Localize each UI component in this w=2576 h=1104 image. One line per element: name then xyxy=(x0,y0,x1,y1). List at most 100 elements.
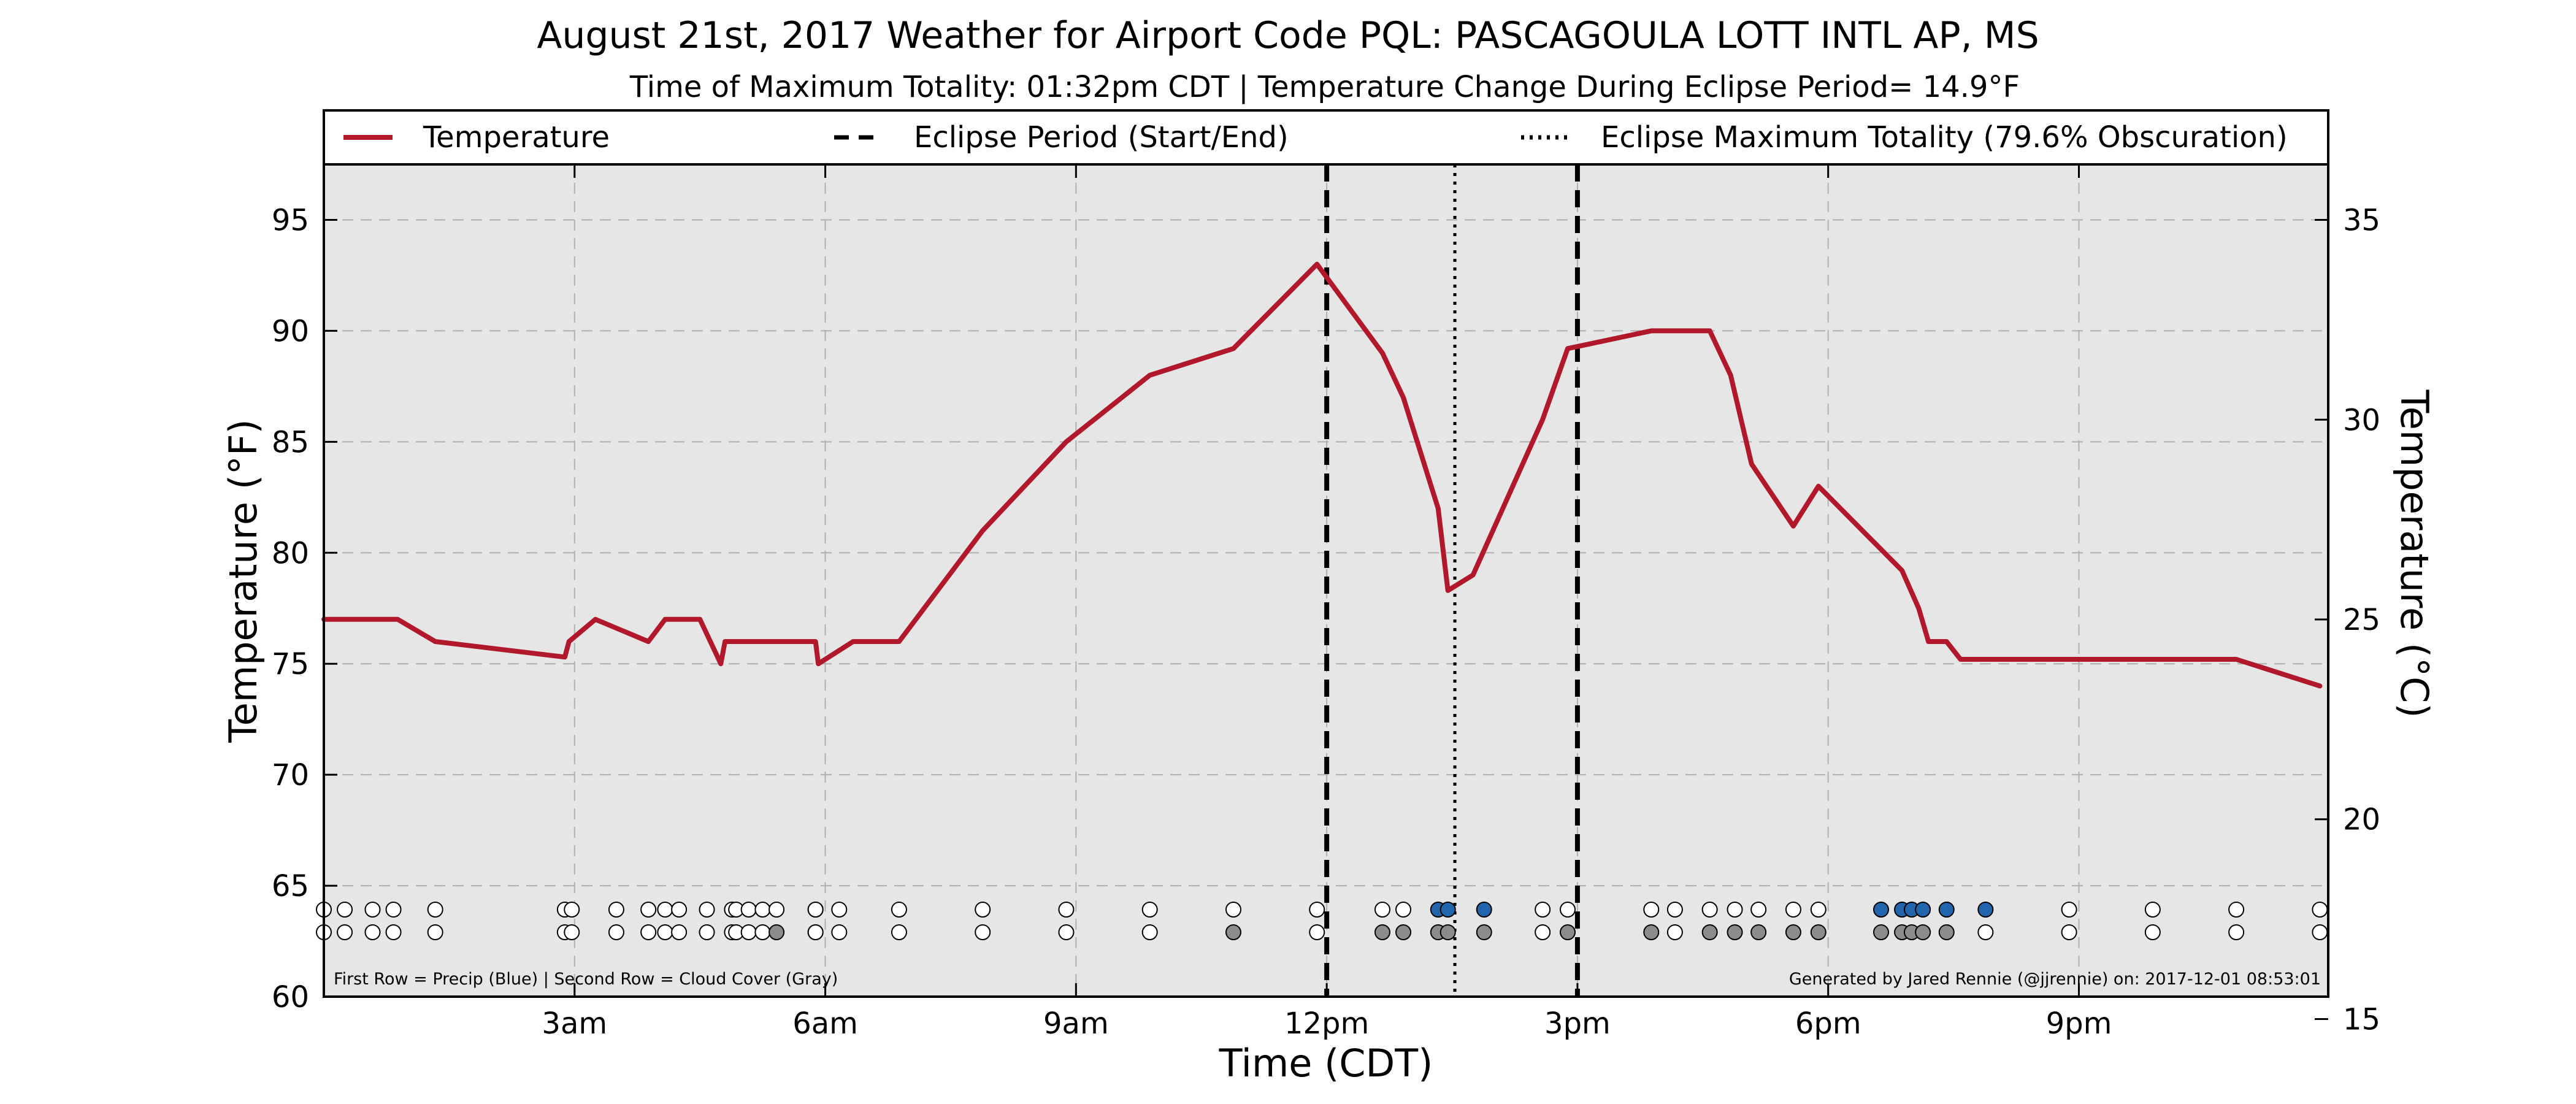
precip-marker xyxy=(1225,902,1241,918)
cloud-marker xyxy=(754,924,771,940)
precip-marker xyxy=(1395,902,1412,918)
precip-marker xyxy=(831,902,848,918)
precip-marker xyxy=(1666,902,1683,918)
precip-marker xyxy=(1701,902,1718,918)
cloud-marker xyxy=(2144,924,2161,940)
precip-marker xyxy=(1476,902,1492,918)
y-tick-label-right: 35 xyxy=(2343,204,2380,238)
legend-label: Eclipse Maximum Totality (79.6% Obscurat… xyxy=(1601,120,2288,155)
x-tick-label: 9pm xyxy=(2046,1006,2112,1041)
precip-marker xyxy=(1643,902,1660,918)
cloud-marker xyxy=(427,924,443,940)
precip-marker xyxy=(1309,902,1325,918)
legend-box xyxy=(323,109,2329,166)
y-axis-label: Temperature (°F) xyxy=(221,419,266,743)
y-tick-label: 75 xyxy=(272,647,309,681)
cloud-marker xyxy=(2228,924,2245,940)
y-tick-label: 65 xyxy=(272,869,309,903)
chart-title: August 21st, 2017 Weather for Airport Co… xyxy=(537,14,2039,57)
precip-marker xyxy=(699,902,715,918)
precip-marker xyxy=(1374,902,1390,918)
cloud-marker xyxy=(1439,924,1456,940)
eclipse-lines xyxy=(1324,164,1580,997)
cloud-marker xyxy=(364,924,381,940)
cloud-marker xyxy=(1750,924,1767,940)
cloud-marker xyxy=(699,924,715,940)
precip-marker xyxy=(2144,902,2161,918)
legend: Temperature Eclipse Period (Start/End) Ecl… xyxy=(323,109,2329,166)
cloud-marker xyxy=(657,924,673,940)
cloud-marker xyxy=(1915,924,1931,940)
precip-marker xyxy=(1785,902,1801,918)
cloud-marker xyxy=(1701,924,1718,940)
y-tick-label: 60 xyxy=(272,980,309,1014)
y-tick-label: 95 xyxy=(272,203,309,237)
cloud-marker xyxy=(1727,924,1743,940)
legend-label: Eclipse Period (Start/End) xyxy=(914,120,1289,155)
precip-marker xyxy=(2312,902,2328,918)
cloud-marker xyxy=(831,924,848,940)
precip-marker xyxy=(807,902,824,918)
precip-marker xyxy=(337,902,353,918)
x-tick-label: 6pm xyxy=(1795,1006,1861,1041)
cloud-marker xyxy=(1643,924,1660,940)
x-tick-label: 3pm xyxy=(1544,1006,1611,1041)
cloud-marker xyxy=(769,924,785,940)
precip-marker xyxy=(1977,902,1994,918)
cloud-marker xyxy=(2312,924,2328,940)
y-tick-label-right: 15 xyxy=(2343,1002,2380,1037)
cloud-marker xyxy=(1058,924,1075,940)
y-tick-label: 85 xyxy=(272,425,309,459)
cloud-marker xyxy=(564,924,580,940)
cloud-marker xyxy=(1141,924,1158,940)
precip-marker xyxy=(1727,902,1743,918)
y-tick-label: 80 xyxy=(272,536,309,570)
cloud-marker xyxy=(1938,924,1955,940)
precip-marker xyxy=(975,902,991,918)
cloud-marker xyxy=(640,924,657,940)
cloud-marker xyxy=(1666,924,1683,940)
footnote-right: Generated by Jared Rennie (@jjrennie) on… xyxy=(1789,970,2321,989)
precip-marker xyxy=(385,902,402,918)
x-axis-label: Time (CDT) xyxy=(1219,1041,1433,1086)
cloud-marker xyxy=(1225,924,1241,940)
cloud-marker xyxy=(1873,924,1890,940)
precip-marker xyxy=(1141,902,1158,918)
precip-marker xyxy=(1915,902,1931,918)
cloud-marker xyxy=(975,924,991,940)
cloud-marker xyxy=(1309,924,1325,940)
precip-marker xyxy=(769,902,785,918)
precip-marker xyxy=(657,902,673,918)
precip-marker xyxy=(1810,902,1827,918)
cloud-marker xyxy=(1395,924,1412,940)
precip-marker xyxy=(608,902,624,918)
precip-marker xyxy=(1873,902,1890,918)
precip-marker xyxy=(2061,902,2077,918)
cloud-marker xyxy=(337,924,353,940)
y-tick-label: 90 xyxy=(272,314,309,348)
cloud-marker xyxy=(671,924,688,940)
precip-marker xyxy=(1750,902,1767,918)
cloud-marker xyxy=(740,924,757,940)
cloud-marker xyxy=(1785,924,1801,940)
x-tick-label: 3am xyxy=(542,1006,607,1041)
precip-marker xyxy=(427,902,443,918)
x-tick-label: 6am xyxy=(792,1006,858,1041)
precip-marker xyxy=(754,902,771,918)
legend-label: Temperature xyxy=(423,120,610,155)
cloud-marker xyxy=(807,924,824,940)
temperature-line xyxy=(321,261,2323,689)
precip-marker xyxy=(640,902,657,918)
cloud-marker xyxy=(891,924,907,940)
footnote-left: First Row = Precip (Blue) | Second Row =… xyxy=(334,970,838,989)
y-axis-label-right: Temperature (°C) xyxy=(2392,389,2437,718)
x-tick-label: 12pm xyxy=(1284,1006,1369,1041)
cloud-marker xyxy=(2061,924,2077,940)
precip-marker xyxy=(891,902,907,918)
y-tick-label-right: 25 xyxy=(2343,603,2380,637)
chart-subtitle: Time of Maximum Totality: 01:32pm CDT | … xyxy=(629,70,2020,104)
precip-marker xyxy=(2228,902,2245,918)
precip-marker xyxy=(564,902,580,918)
cloud-marker xyxy=(1476,924,1492,940)
